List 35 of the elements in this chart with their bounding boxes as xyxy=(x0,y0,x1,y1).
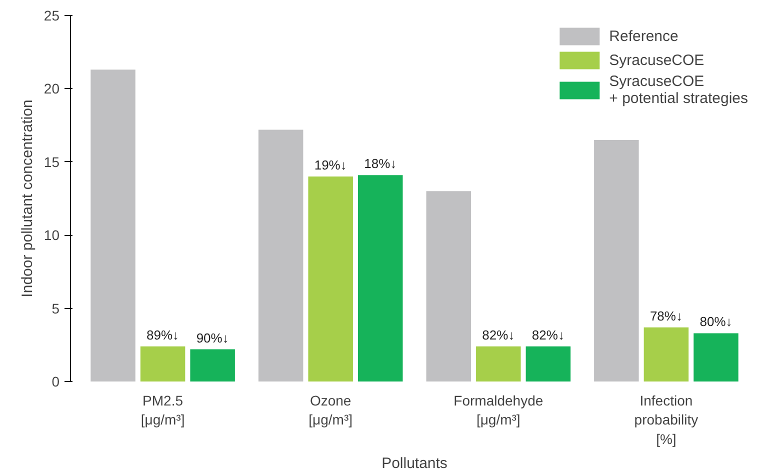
y-tick-label: 25 xyxy=(44,8,60,24)
annotation: 18%↓ xyxy=(364,156,397,172)
annotation: 78%↓ xyxy=(650,308,682,324)
bar xyxy=(190,349,235,382)
legend-label: SyracuseCOE xyxy=(609,52,704,68)
y-tick-label: 5 xyxy=(52,300,60,316)
bar xyxy=(594,140,639,382)
bar xyxy=(694,333,738,382)
y-tick-label: 20 xyxy=(44,80,60,97)
annotation: 80%↓ xyxy=(700,314,732,330)
legend-label: Reference xyxy=(609,28,678,44)
bar xyxy=(644,327,689,382)
bar xyxy=(140,346,186,382)
annotation: 89%↓ xyxy=(146,327,180,342)
bar xyxy=(308,176,353,382)
bar xyxy=(258,130,304,382)
y-tick-label: 0 xyxy=(52,374,60,390)
y-axis-title: Indoor pollutant concentration xyxy=(18,100,36,298)
x-axis-title: Pollutants xyxy=(382,454,448,472)
bar xyxy=(426,191,471,382)
y-tick-label: 15 xyxy=(44,154,60,170)
annotation: 19%↓ xyxy=(314,158,347,173)
annotation: 82%↓ xyxy=(482,327,515,342)
bar xyxy=(526,346,571,382)
x-tick-label: Formaldehyde [μg/m³] xyxy=(454,392,544,428)
x-tick-label: Ozone [μg/m³] xyxy=(308,392,353,428)
bar xyxy=(358,175,403,382)
annotation: 82%↓ xyxy=(532,327,564,342)
bar xyxy=(476,346,521,382)
bar xyxy=(90,70,136,382)
y-tick-label: 10 xyxy=(44,227,60,244)
legend-label: SyracuseCOE + potential strategies xyxy=(609,73,748,107)
x-tick-label: PM2.5 [μg/m³] xyxy=(140,392,185,428)
x-tick-label: Infection probability [%] xyxy=(634,392,698,447)
annotation: 90%↓ xyxy=(196,330,229,346)
